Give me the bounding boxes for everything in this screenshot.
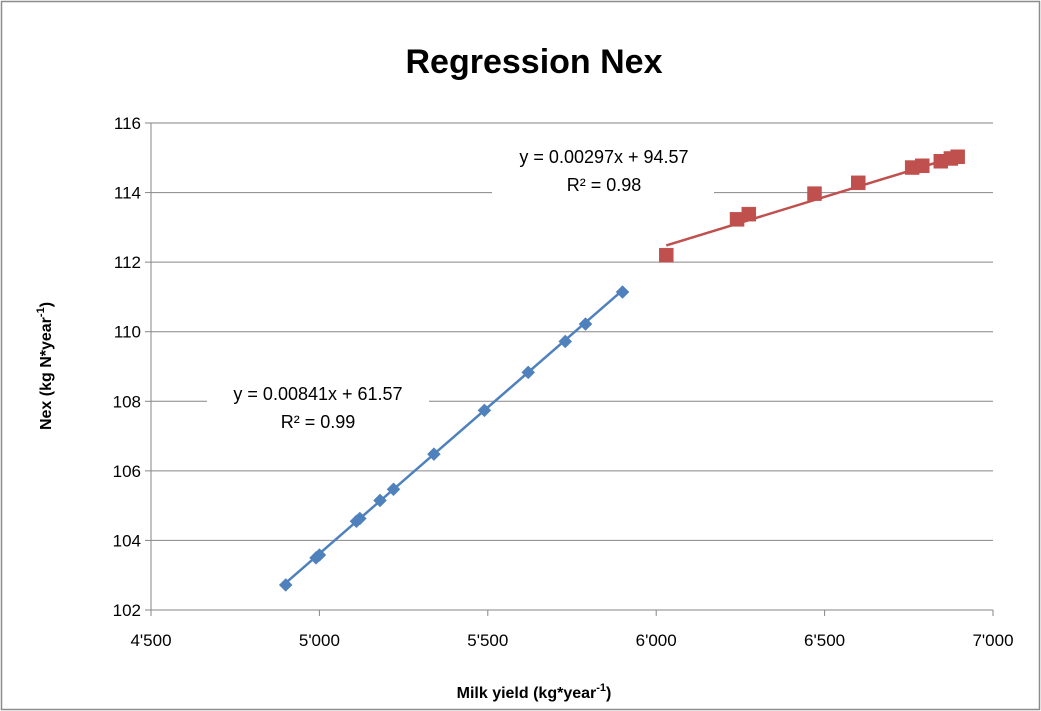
data-point (427, 447, 441, 462)
data-point (312, 548, 327, 562)
y-axis-label-end: ) (38, 302, 55, 307)
y-tick-label: 110 (114, 323, 141, 342)
x-tick-label: 6'500 (804, 631, 845, 650)
x-axis-ticks: 4'500 5'000 5'500 6'000 6'500 7'000 (130, 610, 1014, 650)
chart-title: Regression Nex (406, 43, 663, 81)
data-point (851, 175, 866, 191)
x-tick-label: 6'000 (636, 631, 677, 650)
x-axis-label: Milk yield (kg*year-1) (457, 682, 612, 702)
series-layer (278, 149, 965, 592)
x-tick-label: 7'000 (972, 631, 1013, 650)
axes (150, 123, 993, 611)
series-2 (659, 149, 965, 263)
x-tick-label: 4'500 (130, 631, 171, 650)
data-point (352, 511, 367, 526)
data-point (558, 334, 573, 349)
x-axis-label-superscript: -1 (596, 682, 606, 694)
y-tick-label: 116 (114, 114, 141, 133)
r-squared-2: R² = 0.98 (567, 175, 642, 195)
data-point (741, 206, 757, 222)
y-tick-label: 108 (113, 392, 141, 411)
data-point (615, 285, 630, 299)
x-axis-label-end: ) (606, 685, 611, 702)
data-point (386, 482, 401, 497)
data-point (373, 493, 387, 508)
data-point (278, 578, 293, 592)
r-squared-1: R² = 0.99 (281, 412, 356, 432)
y-tick-label: 114 (114, 184, 141, 203)
y-tick-label: 106 (113, 462, 141, 481)
data-point (477, 403, 492, 418)
equation-2: y = 0.00297x + 94.57 (519, 147, 688, 167)
x-axis-label-main: Milk yield (kg*year (457, 685, 597, 702)
y-tick-label: 104 (113, 531, 141, 550)
equation-1: y = 0.00841x + 61.57 (233, 384, 402, 404)
data-point (578, 317, 593, 331)
y-tick-label: 102 (113, 601, 141, 620)
y-axis-label-superscript: -1 (35, 307, 47, 317)
y-tick-label: 112 (114, 253, 141, 272)
equation-1-background (207, 376, 429, 436)
data-point (915, 158, 930, 174)
data-point (950, 149, 965, 164)
y-axis-ticks: 102 104 106 108 110 112 114 116 (113, 114, 151, 620)
equation-2-background (492, 138, 714, 198)
data-point (807, 186, 822, 201)
data-point (659, 247, 674, 263)
x-tick-label: 5'000 (299, 631, 340, 650)
y-axis-label: Nex (kg N*year-1) (35, 302, 55, 430)
y-axis-label-main: Nex (kg N*year (38, 317, 55, 430)
x-tick-label: 5'500 (467, 631, 508, 650)
series-1 (278, 285, 630, 592)
data-point (521, 365, 536, 380)
